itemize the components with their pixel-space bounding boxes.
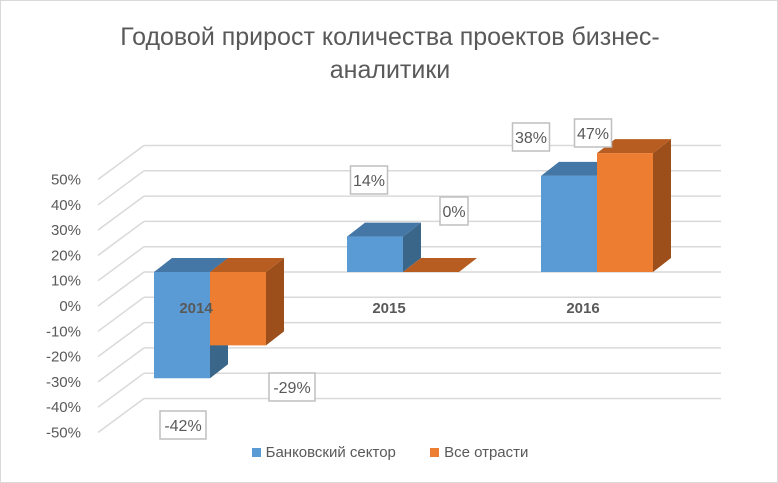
data-label: 0%: [442, 204, 465, 221]
y-tick-label: -10%: [46, 323, 81, 340]
data-label-box: [511, 122, 551, 152]
bar-Банковский сектор: [347, 236, 403, 272]
y-tick-label: 30%: [51, 222, 81, 239]
data-label: -29%: [273, 380, 310, 397]
gridline-side: [97, 144, 145, 181]
chart-title: Годовой прирост количества проектов бизн…: [1, 21, 777, 87]
data-label-box: [573, 118, 613, 148]
gridline-side: [97, 296, 145, 332]
legend-label: Все отрасти: [444, 444, 529, 461]
bar-side: [266, 258, 284, 346]
bar-top: [597, 139, 671, 154]
y-tick-label: 0%: [59, 298, 81, 315]
chart-title-line-1: Годовой прирост количества проектов бизн…: [120, 23, 660, 51]
y-tick-label: 10%: [51, 273, 81, 290]
gridline-side: [97, 397, 145, 434]
gridline-side: [97, 347, 145, 383]
bar-Все отрасти: [210, 272, 266, 346]
legend: Банковский сектор Все отрасти: [1, 444, 777, 461]
y-tick-label: 20%: [51, 247, 81, 264]
data-label: 14%: [353, 173, 385, 190]
y-tick-label: 40%: [51, 197, 81, 214]
gridline-side: [97, 271, 145, 307]
y-tick-label: -40%: [46, 399, 81, 416]
gridline-side: [97, 170, 145, 206]
bar-Все отрасти: [597, 153, 653, 272]
bar-top: [541, 161, 615, 176]
data-label-box: [268, 372, 316, 402]
y-tick-label: -30%: [46, 374, 81, 391]
y-tick-label: -20%: [46, 349, 81, 366]
bar-top: [210, 258, 284, 272]
data-label-box: [159, 410, 207, 440]
category-label: 2015: [372, 300, 405, 317]
bar-Банковский сектор: [154, 272, 210, 379]
data-label-box: [439, 196, 469, 226]
data-label-box: [349, 165, 389, 195]
data-label: 47%: [577, 126, 609, 143]
gridline-side: [97, 246, 145, 282]
legend-item-banking: Банковский сектор: [251, 444, 396, 461]
gridline-side: [97, 195, 145, 231]
legend-label: Банковский сектор: [265, 444, 396, 461]
bar-top: [154, 258, 228, 272]
gridline-side: [97, 220, 145, 257]
bar-Банковский сектор: [541, 175, 597, 272]
chart-title-line-2: аналитики: [329, 56, 451, 84]
category-label: 2016: [566, 300, 599, 317]
y-tick-label: -50%: [46, 425, 81, 442]
data-label: 38%: [515, 130, 547, 147]
gridline-side: [97, 372, 145, 408]
gridline-side: [97, 321, 145, 358]
bar-top: [347, 222, 421, 237]
legend-swatch-blue: [251, 448, 261, 457]
bar-top: [403, 258, 477, 272]
legend-item-all-industries: Все отрасти: [430, 444, 528, 461]
data-label: -42%: [164, 418, 201, 435]
y-tick-label: 50%: [51, 172, 81, 189]
bar-side: [403, 222, 421, 272]
category-label: 2014: [179, 300, 213, 317]
legend-swatch-orange: [430, 448, 440, 457]
bar-side: [653, 139, 671, 272]
